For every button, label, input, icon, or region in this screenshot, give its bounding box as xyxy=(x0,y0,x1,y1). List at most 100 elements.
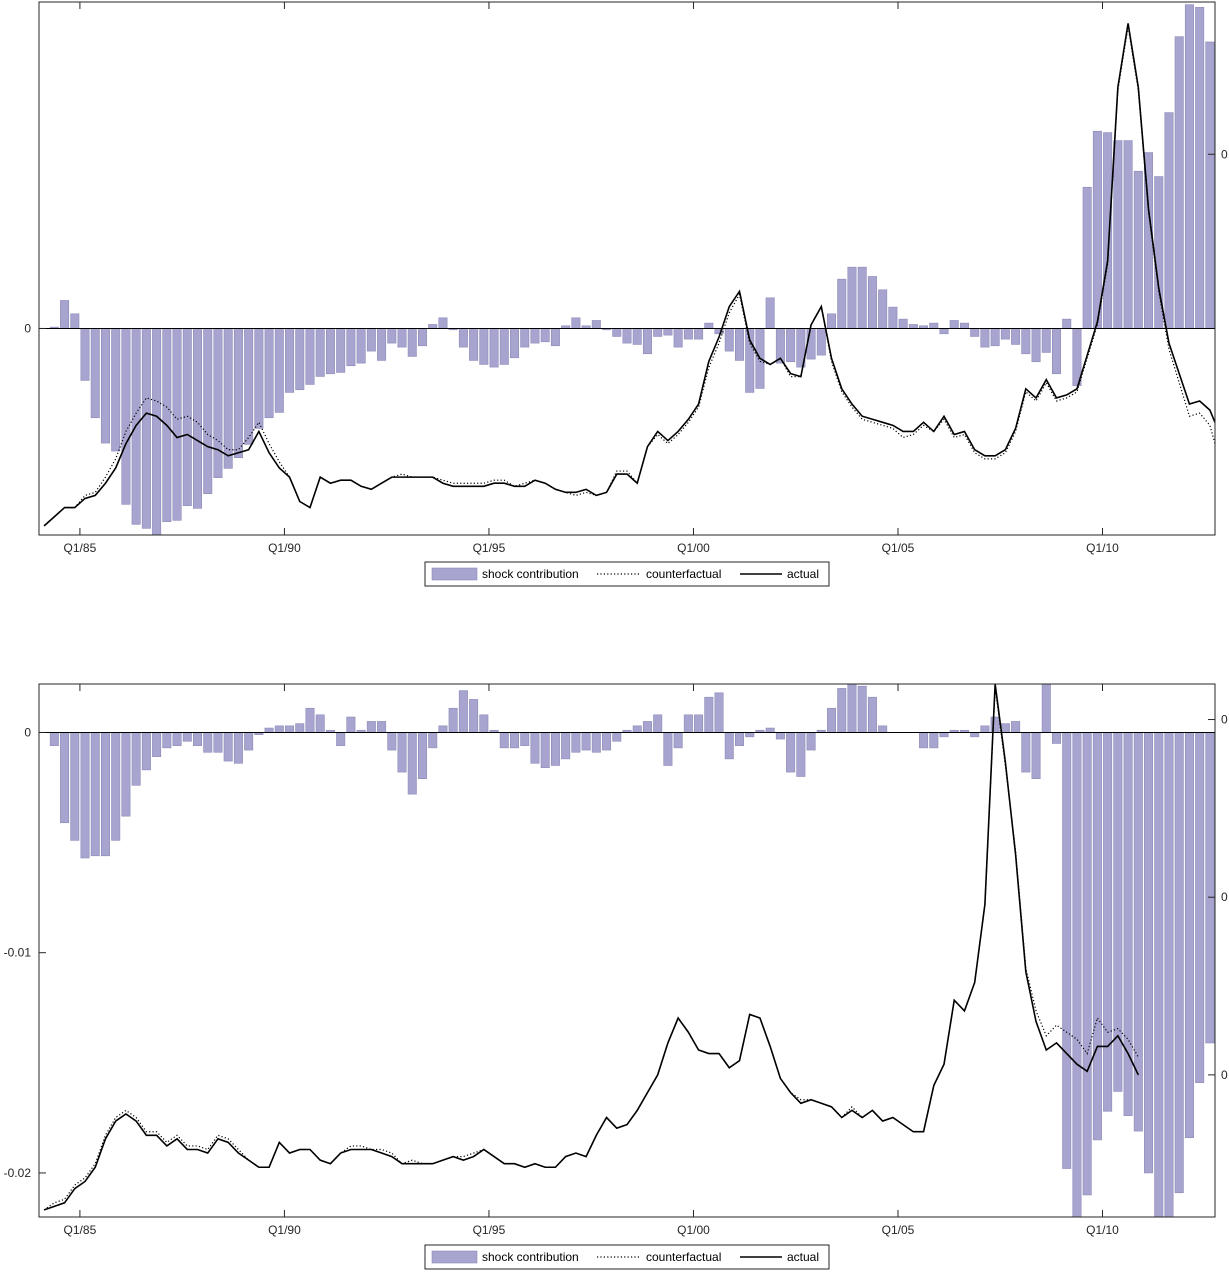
x-tick-label: Q1/10 xyxy=(1086,541,1119,555)
bar-shock-contribution xyxy=(663,732,673,766)
bar-shock-contribution xyxy=(336,328,346,373)
bar-shock-contribution xyxy=(1123,140,1133,329)
bar-shock-contribution xyxy=(295,328,305,391)
bar-shock-contribution xyxy=(469,328,479,361)
bar-shock-contribution xyxy=(1216,57,1224,329)
bar-shock-contribution xyxy=(49,732,59,746)
bar-shock-contribution xyxy=(888,306,898,329)
bar-shock-contribution xyxy=(796,732,806,777)
y-tick-label-right: 0 xyxy=(1221,1068,1228,1082)
bar-shock-contribution xyxy=(346,328,356,367)
bar-shock-contribution xyxy=(867,696,877,733)
bar-shock-contribution xyxy=(510,328,520,359)
bar-shock-contribution xyxy=(857,266,867,329)
plot-frame xyxy=(38,683,1216,1218)
bar-shock-contribution xyxy=(550,732,560,766)
bar-shock-contribution xyxy=(428,324,438,329)
bar-shock-contribution xyxy=(223,732,233,762)
bar-shock-contribution xyxy=(193,732,202,746)
bar-shock-contribution xyxy=(203,328,213,494)
bar-shock-contribution xyxy=(1174,732,1184,1194)
bar-shock-contribution xyxy=(90,328,100,419)
bar-shock-contribution xyxy=(1184,732,1194,1139)
bar-shock-contribution xyxy=(499,732,509,749)
bar-shock-contribution xyxy=(1092,732,1102,1141)
bar-shock-contribution xyxy=(213,328,223,478)
bar-shock-contribution xyxy=(1205,41,1215,329)
bar-shock-contribution xyxy=(653,714,663,733)
bar-shock-contribution xyxy=(591,320,601,329)
y-tick-label-right: 0 xyxy=(1221,890,1228,904)
bar-shock-contribution xyxy=(765,727,775,733)
bar-shock-contribution xyxy=(663,328,673,336)
bar-shock-contribution xyxy=(80,732,90,859)
bar-shock-contribution xyxy=(315,714,325,733)
bar-shock-contribution xyxy=(1000,328,1010,340)
bar-shock-contribution xyxy=(806,732,816,751)
bar-shock-contribution xyxy=(642,721,652,733)
y-tick-label-left: -0.01 xyxy=(4,946,32,960)
bar-shock-contribution xyxy=(60,732,70,824)
legend-label-shock-contribution: shock contribution xyxy=(482,1250,579,1264)
bar-shock-contribution xyxy=(1021,328,1031,355)
bar-shock-contribution xyxy=(499,328,509,365)
bar-shock-contribution xyxy=(387,732,397,751)
bar-shock-contribution xyxy=(970,328,980,337)
bar-shock-contribution xyxy=(1103,132,1113,329)
actual-line xyxy=(43,23,1215,527)
legend-label-actual: actual xyxy=(787,567,819,581)
bar-shock-contribution xyxy=(581,732,591,751)
bar-shock-contribution xyxy=(336,732,346,746)
bar-shock-contribution xyxy=(152,328,162,535)
bar-shock-contribution xyxy=(1021,732,1031,773)
bar-shock-contribution xyxy=(939,328,949,335)
bar-shock-contribution xyxy=(1052,328,1061,375)
bar-shock-contribution xyxy=(285,725,295,733)
bar-shock-contribution xyxy=(193,328,202,509)
bar-shock-contribution xyxy=(70,313,80,329)
bar-shock-contribution xyxy=(745,732,755,738)
bar-shock-contribution xyxy=(591,732,601,753)
bar-shock-contribution xyxy=(458,690,468,733)
bar-shock-contribution xyxy=(100,732,110,857)
x-tick-label: Q1/90 xyxy=(268,1223,301,1237)
bar-shock-contribution xyxy=(1133,732,1143,1132)
bar-shock-contribution xyxy=(264,328,274,419)
bar-shock-contribution xyxy=(1000,723,1010,733)
bar-shock-contribution xyxy=(366,328,376,352)
bar-shock-contribution xyxy=(704,322,714,329)
bar-shock-contribution xyxy=(1154,732,1164,1217)
bar-shock-contribution xyxy=(244,328,254,445)
bar-shock-contribution xyxy=(438,317,448,329)
bar-shock-contribution xyxy=(612,732,622,742)
bar-shock-contribution xyxy=(980,725,990,733)
bar-shock-contribution xyxy=(377,721,387,733)
bar-shock-contribution xyxy=(397,328,407,348)
bar-shock-contribution xyxy=(417,328,427,347)
bar-shock-contribution xyxy=(867,276,877,329)
bar-shock-contribution xyxy=(520,328,530,348)
y-tick-label-right: 0 xyxy=(1221,147,1228,161)
bar-shock-contribution xyxy=(274,725,284,733)
bar-shock-contribution xyxy=(622,328,632,344)
bar-shock-contribution xyxy=(642,328,652,355)
bar-shock-contribution xyxy=(1195,7,1205,329)
bar-shock-contribution xyxy=(80,328,90,381)
bar-shock-contribution xyxy=(70,732,80,841)
legend-label-counterfactual: counterfactual xyxy=(646,1250,721,1264)
bar-shock-contribution xyxy=(244,732,254,751)
bar-shock-contribution xyxy=(407,328,417,357)
bar-shock-contribution xyxy=(1133,170,1143,329)
bar-shock-contribution xyxy=(734,328,744,361)
bar-shock-contribution xyxy=(203,732,213,753)
counterfactual-line xyxy=(43,26,1215,527)
bar-shock-contribution xyxy=(172,732,182,746)
bar-shock-contribution xyxy=(1113,140,1123,329)
y-tick-label-left: 0 xyxy=(24,725,31,739)
bar-shock-contribution xyxy=(673,732,683,749)
bar-shock-contribution xyxy=(837,278,847,329)
y-tick-label-left: 0 xyxy=(24,321,31,335)
x-tick-label: Q1/85 xyxy=(64,1223,97,1237)
bar-shock-contribution xyxy=(233,328,243,459)
